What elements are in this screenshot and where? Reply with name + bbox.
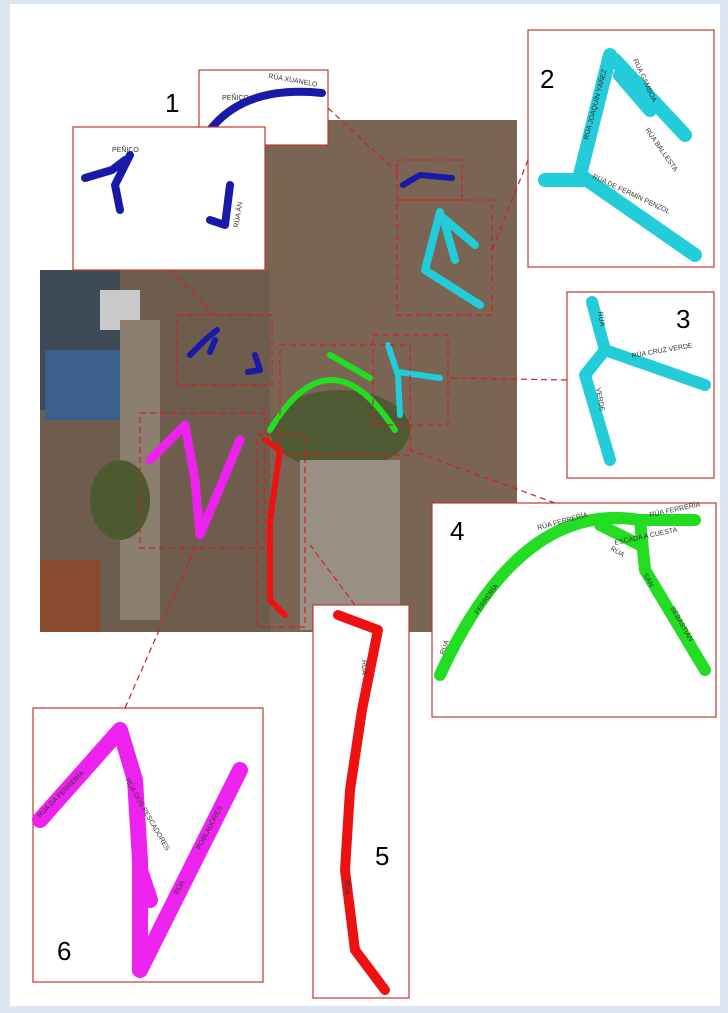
street-label: PEÑICO <box>222 93 249 102</box>
callout: RÚA CRUZ VERDE RÚA VERDE 3 <box>566 291 715 479</box>
street-label: VERDE <box>594 387 605 412</box>
street-label: RÚA <box>360 660 369 675</box>
focus-frame <box>176 314 273 386</box>
callout: RÚA JOAQUÍN YÁÑEZ RÚA GAMBOA RÚA BALLEST… <box>527 29 715 268</box>
focus-frame <box>396 159 463 201</box>
focus-frames <box>124 107 568 709</box>
callout-number: 3 <box>676 304 690 334</box>
leader-line <box>491 159 529 251</box>
roofs <box>300 460 400 630</box>
callout-number: 2 <box>540 64 554 94</box>
street <box>262 437 288 618</box>
callout: RÚA XUANELO PEÑICO PEÑICO RÚA ÁN 1 <box>72 69 329 271</box>
focus-frame <box>396 199 493 316</box>
leader-line <box>327 107 401 176</box>
street <box>267 352 398 433</box>
street <box>32 722 248 978</box>
roofs <box>45 350 125 420</box>
street <box>206 87 326 134</box>
aerial-photo <box>40 120 517 632</box>
street <box>434 511 711 681</box>
roofs <box>40 560 100 632</box>
callout-box <box>72 126 266 271</box>
focus-frame <box>256 434 306 628</box>
callout: RÚA DA FERRERÍA RÚA DOS PESCADORES POBLA… <box>32 707 264 983</box>
callout-number: 6 <box>57 936 71 966</box>
street <box>333 610 390 995</box>
street <box>385 342 443 418</box>
leader-line <box>124 547 196 709</box>
street <box>145 420 245 540</box>
map-streets <box>145 172 484 618</box>
callout-number: 1 <box>165 88 179 118</box>
callout-number: 4 <box>450 516 464 546</box>
street <box>579 296 711 466</box>
street <box>400 172 455 188</box>
callout: RÚA RÚA 5 <box>312 604 410 999</box>
street-label: RÚA <box>596 311 607 327</box>
leader-line <box>169 269 216 316</box>
park <box>90 460 150 540</box>
street <box>421 208 484 309</box>
leader-line <box>309 544 356 606</box>
callout: RÚA FERRERÍA FERRERÍA RÚA RÚA FERRERÍA E… <box>431 499 717 718</box>
focus-frame <box>139 412 266 549</box>
focus-frame <box>279 344 411 456</box>
leader-line <box>409 449 556 504</box>
street <box>81 151 234 229</box>
callout-box <box>312 604 410 999</box>
street-label: PEÑICO <box>112 145 139 154</box>
street <box>187 327 263 375</box>
callout-number: 5 <box>375 841 389 871</box>
street-label: RÚA <box>343 880 352 895</box>
street <box>538 48 702 262</box>
